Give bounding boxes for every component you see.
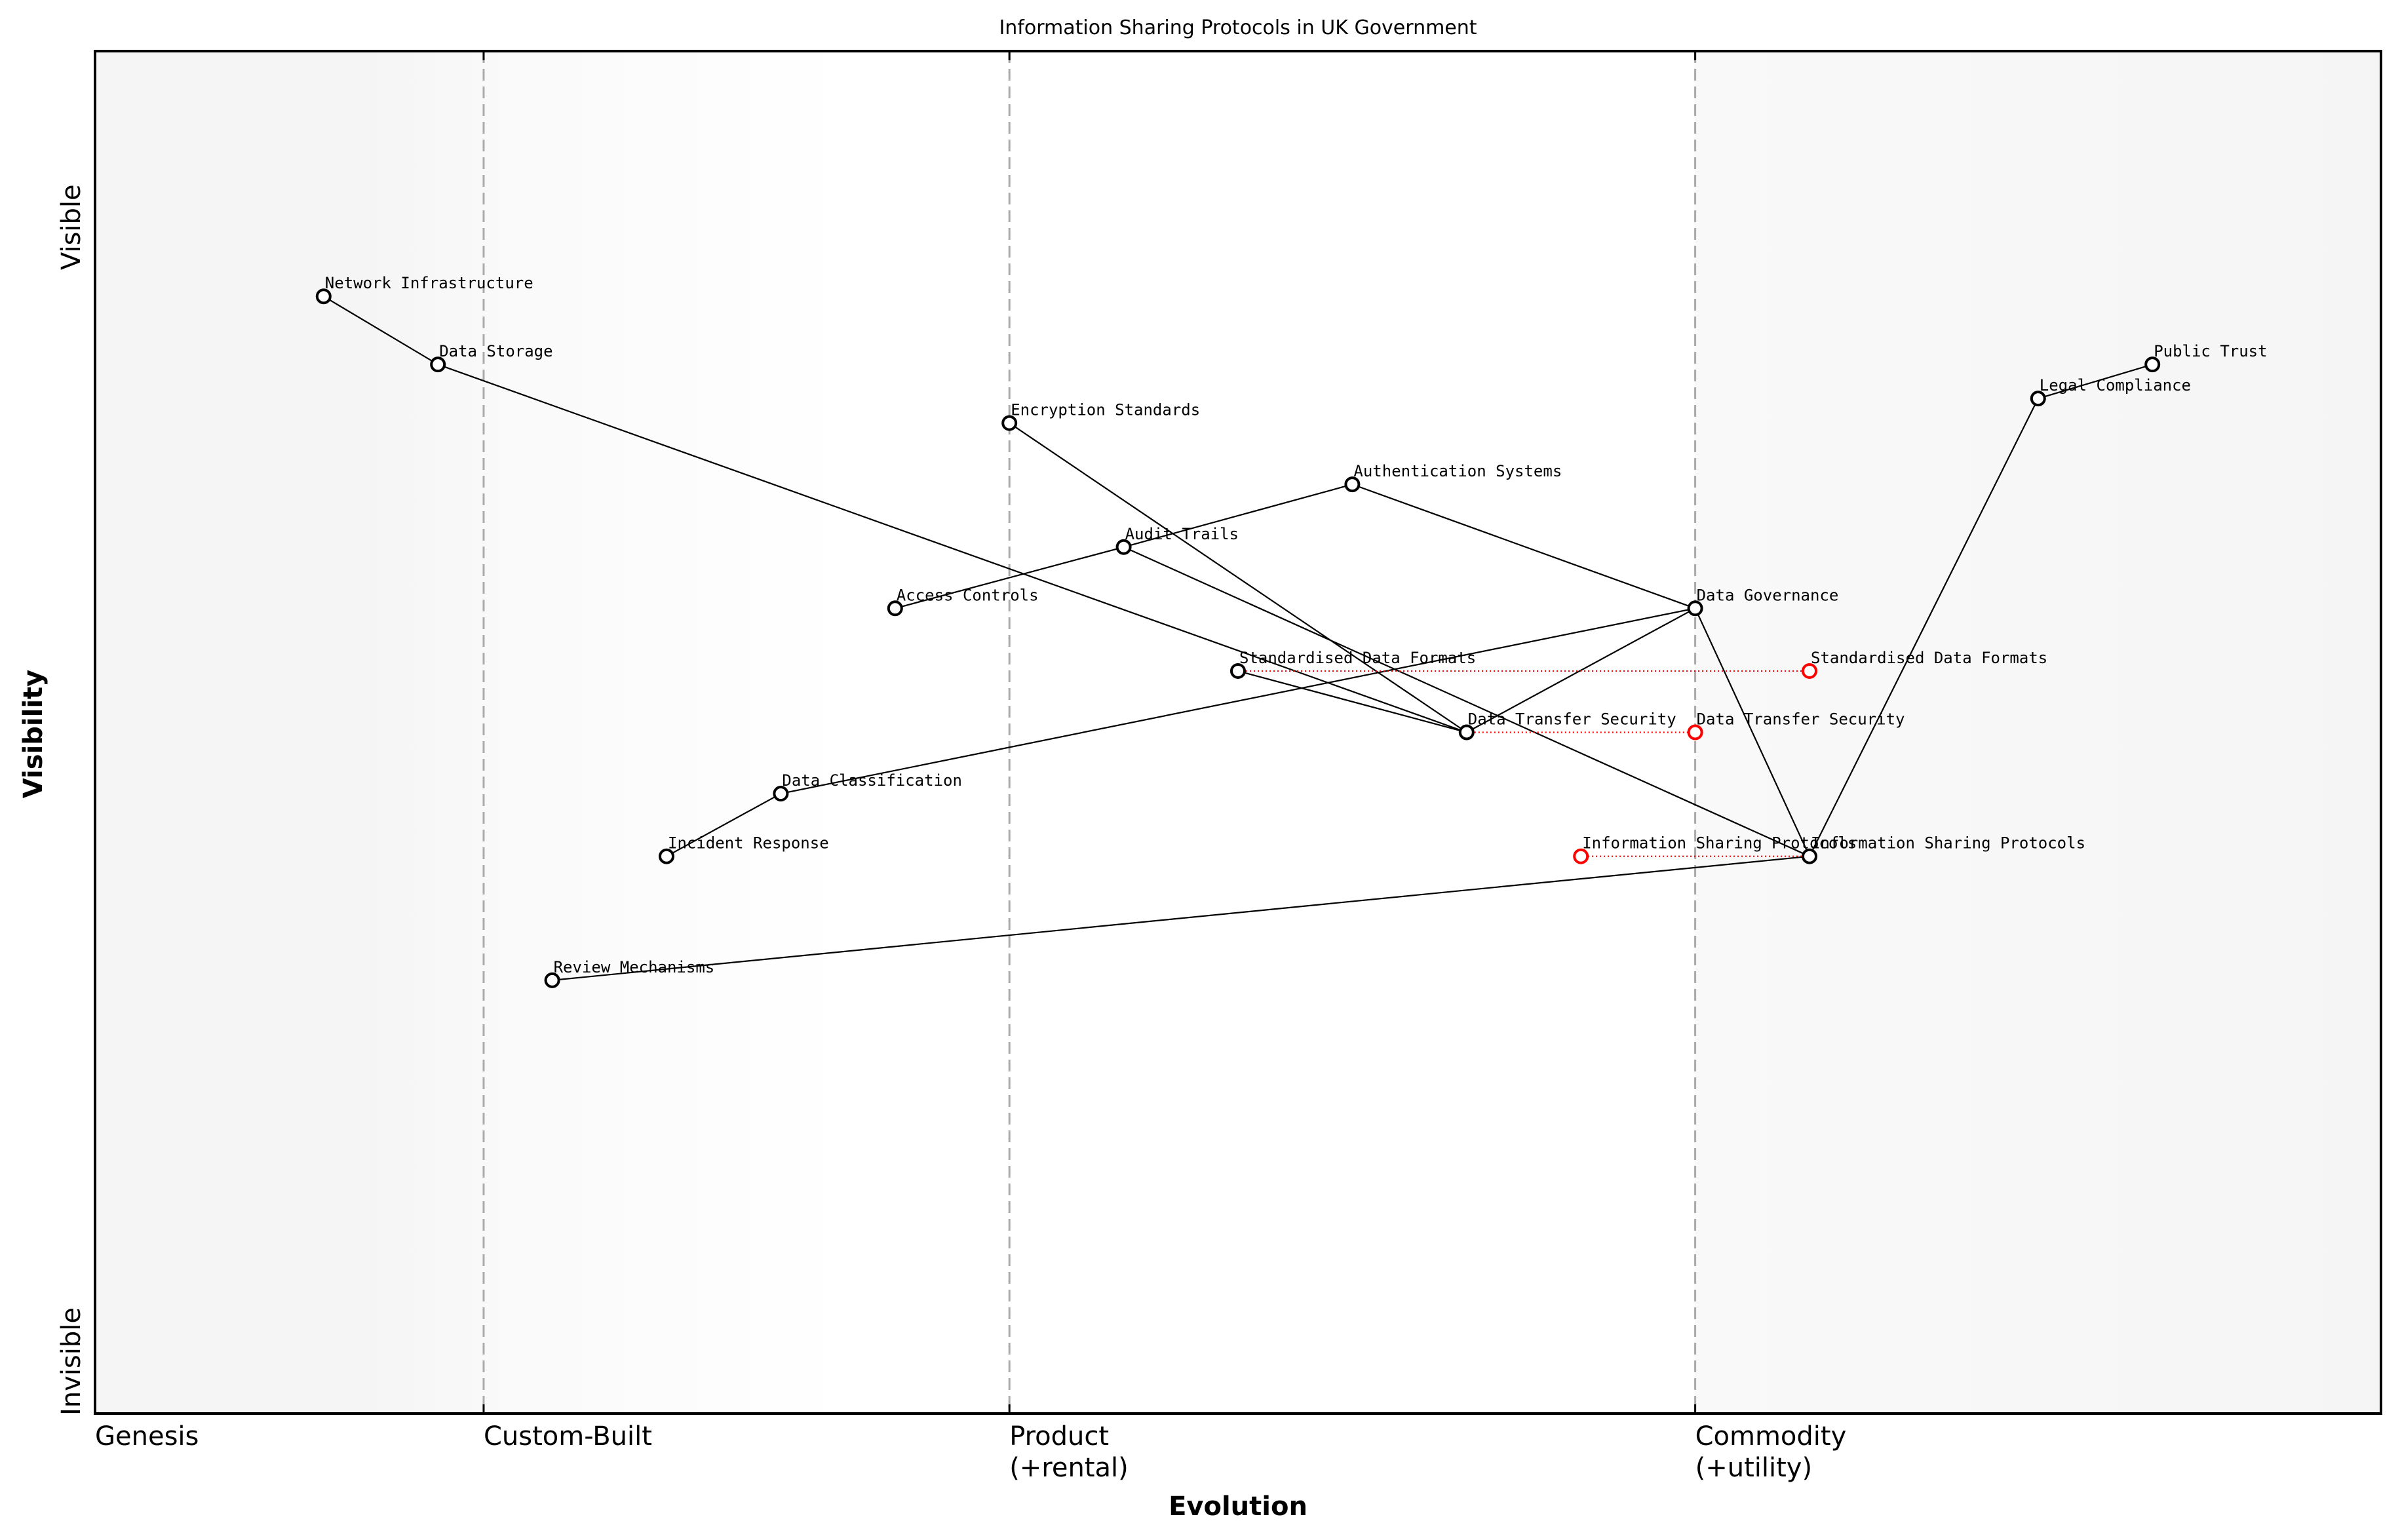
- link-public-trust-to-legal-compliance: [2038, 364, 2153, 400]
- link-review-mechanisms-to-information-sharing-protocols: [552, 855, 1810, 981]
- component-review-mechanisms[interactable]: [544, 972, 560, 988]
- link-standardised-data-formats-to-data-transfer-security: [1237, 670, 1467, 733]
- evolved-component-information-sharing-protocols[interactable]: [1573, 848, 1589, 864]
- component-label-audit-trails: Audit Trails: [1125, 525, 1239, 543]
- stage-label: Custom-Built: [484, 1421, 652, 1452]
- link-data-classification-to-data-governance: [781, 607, 1695, 795]
- y-label-visible: Visible: [56, 184, 87, 270]
- component-data-governance[interactable]: [1687, 600, 1703, 617]
- component-label-information-sharing-protocols: Information Sharing Protocols: [1811, 834, 2085, 853]
- component-network-infrastructure[interactable]: [315, 288, 332, 305]
- link-legal-compliance-to-information-sharing-protocols: [1809, 398, 2039, 857]
- component-legal-compliance[interactable]: [2030, 391, 2046, 407]
- component-labels: Public Trust Legal Compliance Network Infr…: [325, 274, 2268, 976]
- link-data-governance-to-information-sharing-protocols: [1694, 607, 1810, 857]
- stage-label-line: Commodity: [1695, 1421, 1847, 1452]
- component-public-trust[interactable]: [2144, 356, 2161, 373]
- x-axis-title: Evolution: [1169, 1492, 1307, 1522]
- component-access-controls[interactable]: [887, 600, 903, 617]
- chart-title: Information Sharing Protocols in UK Gove…: [999, 16, 1477, 39]
- evolved-label-standardised-data-formats: Standardised Data Formats: [1811, 649, 2047, 667]
- stage-label: Product (+rental): [1009, 1421, 1129, 1483]
- component-label-data-classification: Data Classification: [782, 771, 962, 790]
- evolved-label-information-sharing-protocols: Information Sharing Protocols: [1582, 834, 1857, 853]
- evolution-arrows: [1238, 670, 1810, 857]
- evolved-component-standardised-data-formats[interactable]: [1802, 663, 1817, 679]
- component-label-standardised-data-formats: Standardised Data Formats: [1239, 649, 1476, 667]
- component-audit-trails[interactable]: [1115, 539, 1132, 555]
- component-label-public-trust: Public Trust: [2154, 342, 2267, 360]
- component-label-access-controls: Access Controls: [897, 586, 1039, 604]
- stage-label-line: (+utility): [1695, 1453, 1812, 1483]
- y-label-invisible: Invisible: [56, 1307, 87, 1415]
- plot-frame: [94, 50, 2382, 1415]
- link-access-controls-to-audit-trails: [895, 546, 1124, 609]
- component-standardised-data-formats[interactable]: [1230, 663, 1246, 679]
- stage-label: Commodity (+utility): [1695, 1421, 1847, 1483]
- component-data-storage[interactable]: [430, 356, 446, 373]
- y-axis-title: Visibility: [18, 670, 48, 798]
- component-label-network-infrastructure: Network Infrastructure: [325, 274, 533, 292]
- link-audit-trails-to-information-sharing-protocols: [1123, 546, 1810, 857]
- evolved-component-data-transfer-security[interactable]: [1687, 724, 1703, 741]
- components: [315, 288, 2161, 988]
- component-incident-response[interactable]: [659, 848, 674, 864]
- link-authentication-systems-to-data-governance: [1352, 484, 1695, 609]
- component-data-classification[interactable]: [773, 786, 789, 802]
- stage-label-line: Product: [1009, 1421, 1109, 1452]
- component-label-data-storage: Data Storage: [439, 342, 552, 360]
- component-label-data-governance: Data Governance: [1697, 586, 1839, 604]
- link-encryption-standards-to-data-transfer-security: [1009, 422, 1467, 733]
- component-label-legal-compliance: Legal Compliance: [2040, 376, 2191, 395]
- dependency-links: [323, 296, 2153, 981]
- component-label-review-mechanisms: Review Mechanisms: [554, 958, 715, 976]
- link-audit-trails-to-authentication-systems: [1123, 484, 1353, 548]
- stage-label-line: (+rental): [1009, 1453, 1129, 1483]
- component-information-sharing-protocols[interactable]: [1802, 848, 1817, 864]
- component-authentication-systems[interactable]: [1344, 476, 1361, 493]
- link-data-storage-to-data-transfer-security: [437, 364, 1467, 733]
- component-encryption-standards[interactable]: [1001, 415, 1018, 431]
- component-label-data-transfer-security: Data Transfer Security: [1468, 710, 1676, 729]
- plot-background: [95, 51, 2381, 1414]
- component-label-incident-response: Incident Response: [668, 834, 829, 853]
- evolved-label-data-transfer-security: Data Transfer Security: [1697, 710, 1905, 729]
- stage-label: Genesis: [95, 1421, 199, 1452]
- stage-label-line: Custom-Built: [484, 1421, 652, 1452]
- link-network-infrastructure-to-data-storage: [323, 296, 438, 366]
- component-label-authentication-systems: Authentication Systems: [1353, 462, 1562, 480]
- link-incident-response-to-data-classification: [666, 793, 781, 857]
- component-data-transfer-security[interactable]: [1458, 724, 1475, 741]
- evolution-stage-labels: Genesis Custom-Built Product (+rental) Commo…: [95, 1421, 1846, 1483]
- stage-label-line: Genesis: [95, 1421, 199, 1452]
- component-label-encryption-standards: Encryption Standards: [1011, 401, 1200, 419]
